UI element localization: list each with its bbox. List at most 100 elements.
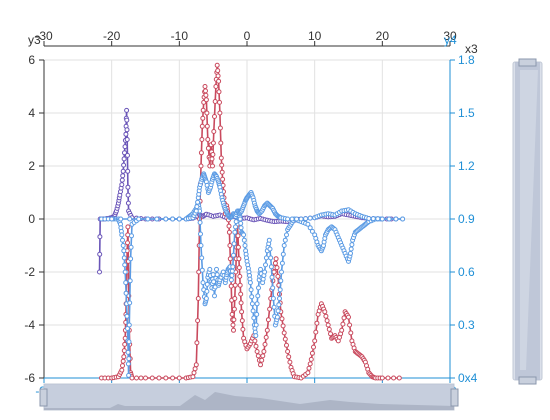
- data-point: [238, 220, 244, 226]
- data-point: [230, 264, 236, 270]
- data-point: [241, 232, 247, 238]
- data-point: [324, 318, 330, 324]
- data-point: [281, 330, 287, 336]
- data-point: [170, 216, 176, 222]
- y-zoom-handle-top[interactable]: [518, 58, 537, 67]
- data-point: [230, 322, 236, 328]
- data-point: [195, 296, 201, 301]
- data-point: [285, 216, 291, 222]
- x-zoom-thumbnail: [44, 392, 454, 410]
- data-point: [203, 296, 209, 301]
- data-point: [253, 333, 259, 339]
- data-point: [125, 184, 131, 190]
- data-point: [280, 323, 286, 329]
- data-point: [195, 199, 201, 205]
- data-point: [239, 309, 245, 315]
- series-line: [101, 65, 400, 379]
- data-point: [238, 225, 244, 231]
- y-right-axis-name: y4: [444, 33, 457, 47]
- data-point: [308, 356, 314, 362]
- data-point: [349, 242, 355, 248]
- data-point: [128, 256, 134, 262]
- data-point: [145, 216, 151, 222]
- data-point: [203, 88, 208, 94]
- data-point: [235, 244, 241, 250]
- data-point: [97, 269, 102, 275]
- data-point: [109, 216, 115, 222]
- data-point: [122, 144, 128, 150]
- data-point: [126, 356, 132, 362]
- data-point: [176, 375, 182, 381]
- data-point: [154, 216, 160, 222]
- data-point: [339, 327, 345, 333]
- data-point: [228, 277, 234, 283]
- x-zoom-handle-left[interactable]: [39, 388, 48, 407]
- data-point: [211, 279, 217, 285]
- data-point: [120, 173, 126, 179]
- y-left-tick-label: 6: [28, 53, 35, 67]
- x-top-tick-label: 30: [443, 29, 457, 43]
- y-zoom-thumbnail: [520, 70, 538, 370]
- data-point: [209, 156, 215, 162]
- data-point: [276, 302, 282, 308]
- data-point: [255, 293, 261, 299]
- data-point: [254, 349, 260, 354]
- data-point: [211, 129, 217, 134]
- data-point: [237, 282, 243, 288]
- data-point: [121, 255, 127, 261]
- data-point: [121, 162, 127, 168]
- x-zoom-handle-right[interactable]: [450, 388, 459, 407]
- data-point: [325, 322, 331, 328]
- y-zoom-handle-bottom[interactable]: [518, 376, 537, 385]
- x-top-tick-label: 0: [244, 29, 251, 43]
- x-zoom-slider[interactable]: [39, 383, 459, 411]
- y-zoom-slider[interactable]: [512, 58, 543, 385]
- data-point: [277, 287, 283, 293]
- data-point: [198, 243, 204, 248]
- data-point: [200, 280, 206, 286]
- data-point: [247, 280, 253, 286]
- data-point: [210, 163, 215, 169]
- data-point: [260, 353, 266, 359]
- data-point: [220, 176, 226, 182]
- data-point: [253, 322, 259, 328]
- data-point: [259, 357, 265, 363]
- data-point: [218, 155, 224, 161]
- data-point: [122, 269, 128, 275]
- data-point: [124, 137, 130, 142]
- series-layer: [97, 62, 406, 381]
- data-point: [191, 370, 197, 376]
- data-point: [238, 291, 244, 297]
- data-point: [120, 168, 126, 174]
- data-point: [281, 243, 287, 248]
- series-3: [109, 171, 406, 222]
- data-point: [312, 338, 318, 344]
- data-point: [203, 92, 209, 98]
- data-point: [198, 231, 203, 237]
- data-point: [97, 234, 103, 240]
- data-point: [264, 327, 270, 333]
- data-point: [379, 216, 385, 222]
- data-point: [212, 99, 218, 104]
- data-point: [294, 216, 300, 222]
- data-point: [305, 221, 311, 227]
- data-point: [127, 278, 133, 284]
- data-point: [228, 283, 234, 289]
- data-point: [242, 243, 248, 248]
- data-point: [261, 349, 267, 354]
- data-point: [237, 216, 243, 222]
- data-point: [326, 326, 332, 332]
- data-point: [305, 370, 311, 376]
- data-point: [204, 281, 210, 287]
- data-point: [214, 266, 219, 272]
- data-point: [128, 244, 134, 250]
- data-point: [298, 216, 304, 222]
- data-point: [231, 306, 237, 312]
- data-point: [216, 89, 222, 95]
- data-point: [138, 375, 144, 381]
- data-point: [195, 318, 201, 324]
- data-point: [120, 363, 125, 369]
- y-right-tick-label: 0.9: [458, 212, 475, 226]
- data-point: [254, 301, 260, 307]
- y-left-tick-label: 0: [28, 212, 35, 226]
